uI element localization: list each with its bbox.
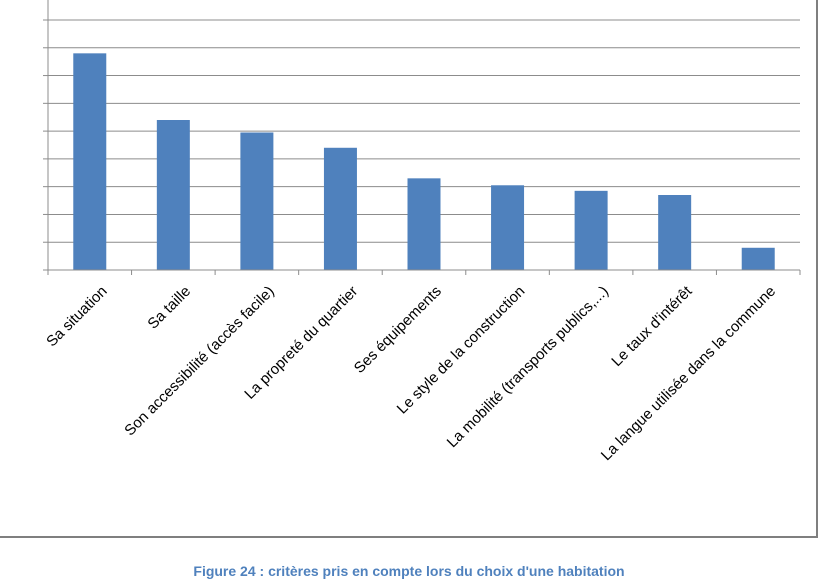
bar xyxy=(574,190,608,270)
bar xyxy=(73,53,107,271)
chart-frame xyxy=(0,0,818,538)
bar xyxy=(240,132,274,270)
bar xyxy=(407,178,441,270)
category-label: La mobilité (transports publics,...) xyxy=(444,283,612,451)
category-label: Sa taille xyxy=(144,283,194,333)
category-label: Son accessibilité (accès facile) xyxy=(121,283,277,439)
bar xyxy=(156,120,190,270)
bar xyxy=(741,247,775,270)
category-label: La langue utilisée dans la commune xyxy=(598,283,779,464)
category-label: Ses équipements xyxy=(351,283,445,377)
bar xyxy=(491,185,525,270)
bar xyxy=(323,147,357,270)
bar xyxy=(658,195,692,270)
figure-caption: Figure 24 : critères pris en compte lors… xyxy=(193,563,625,579)
category-label: Le taux d'intérêt xyxy=(608,282,696,370)
category-label: Sa situation xyxy=(43,283,110,350)
